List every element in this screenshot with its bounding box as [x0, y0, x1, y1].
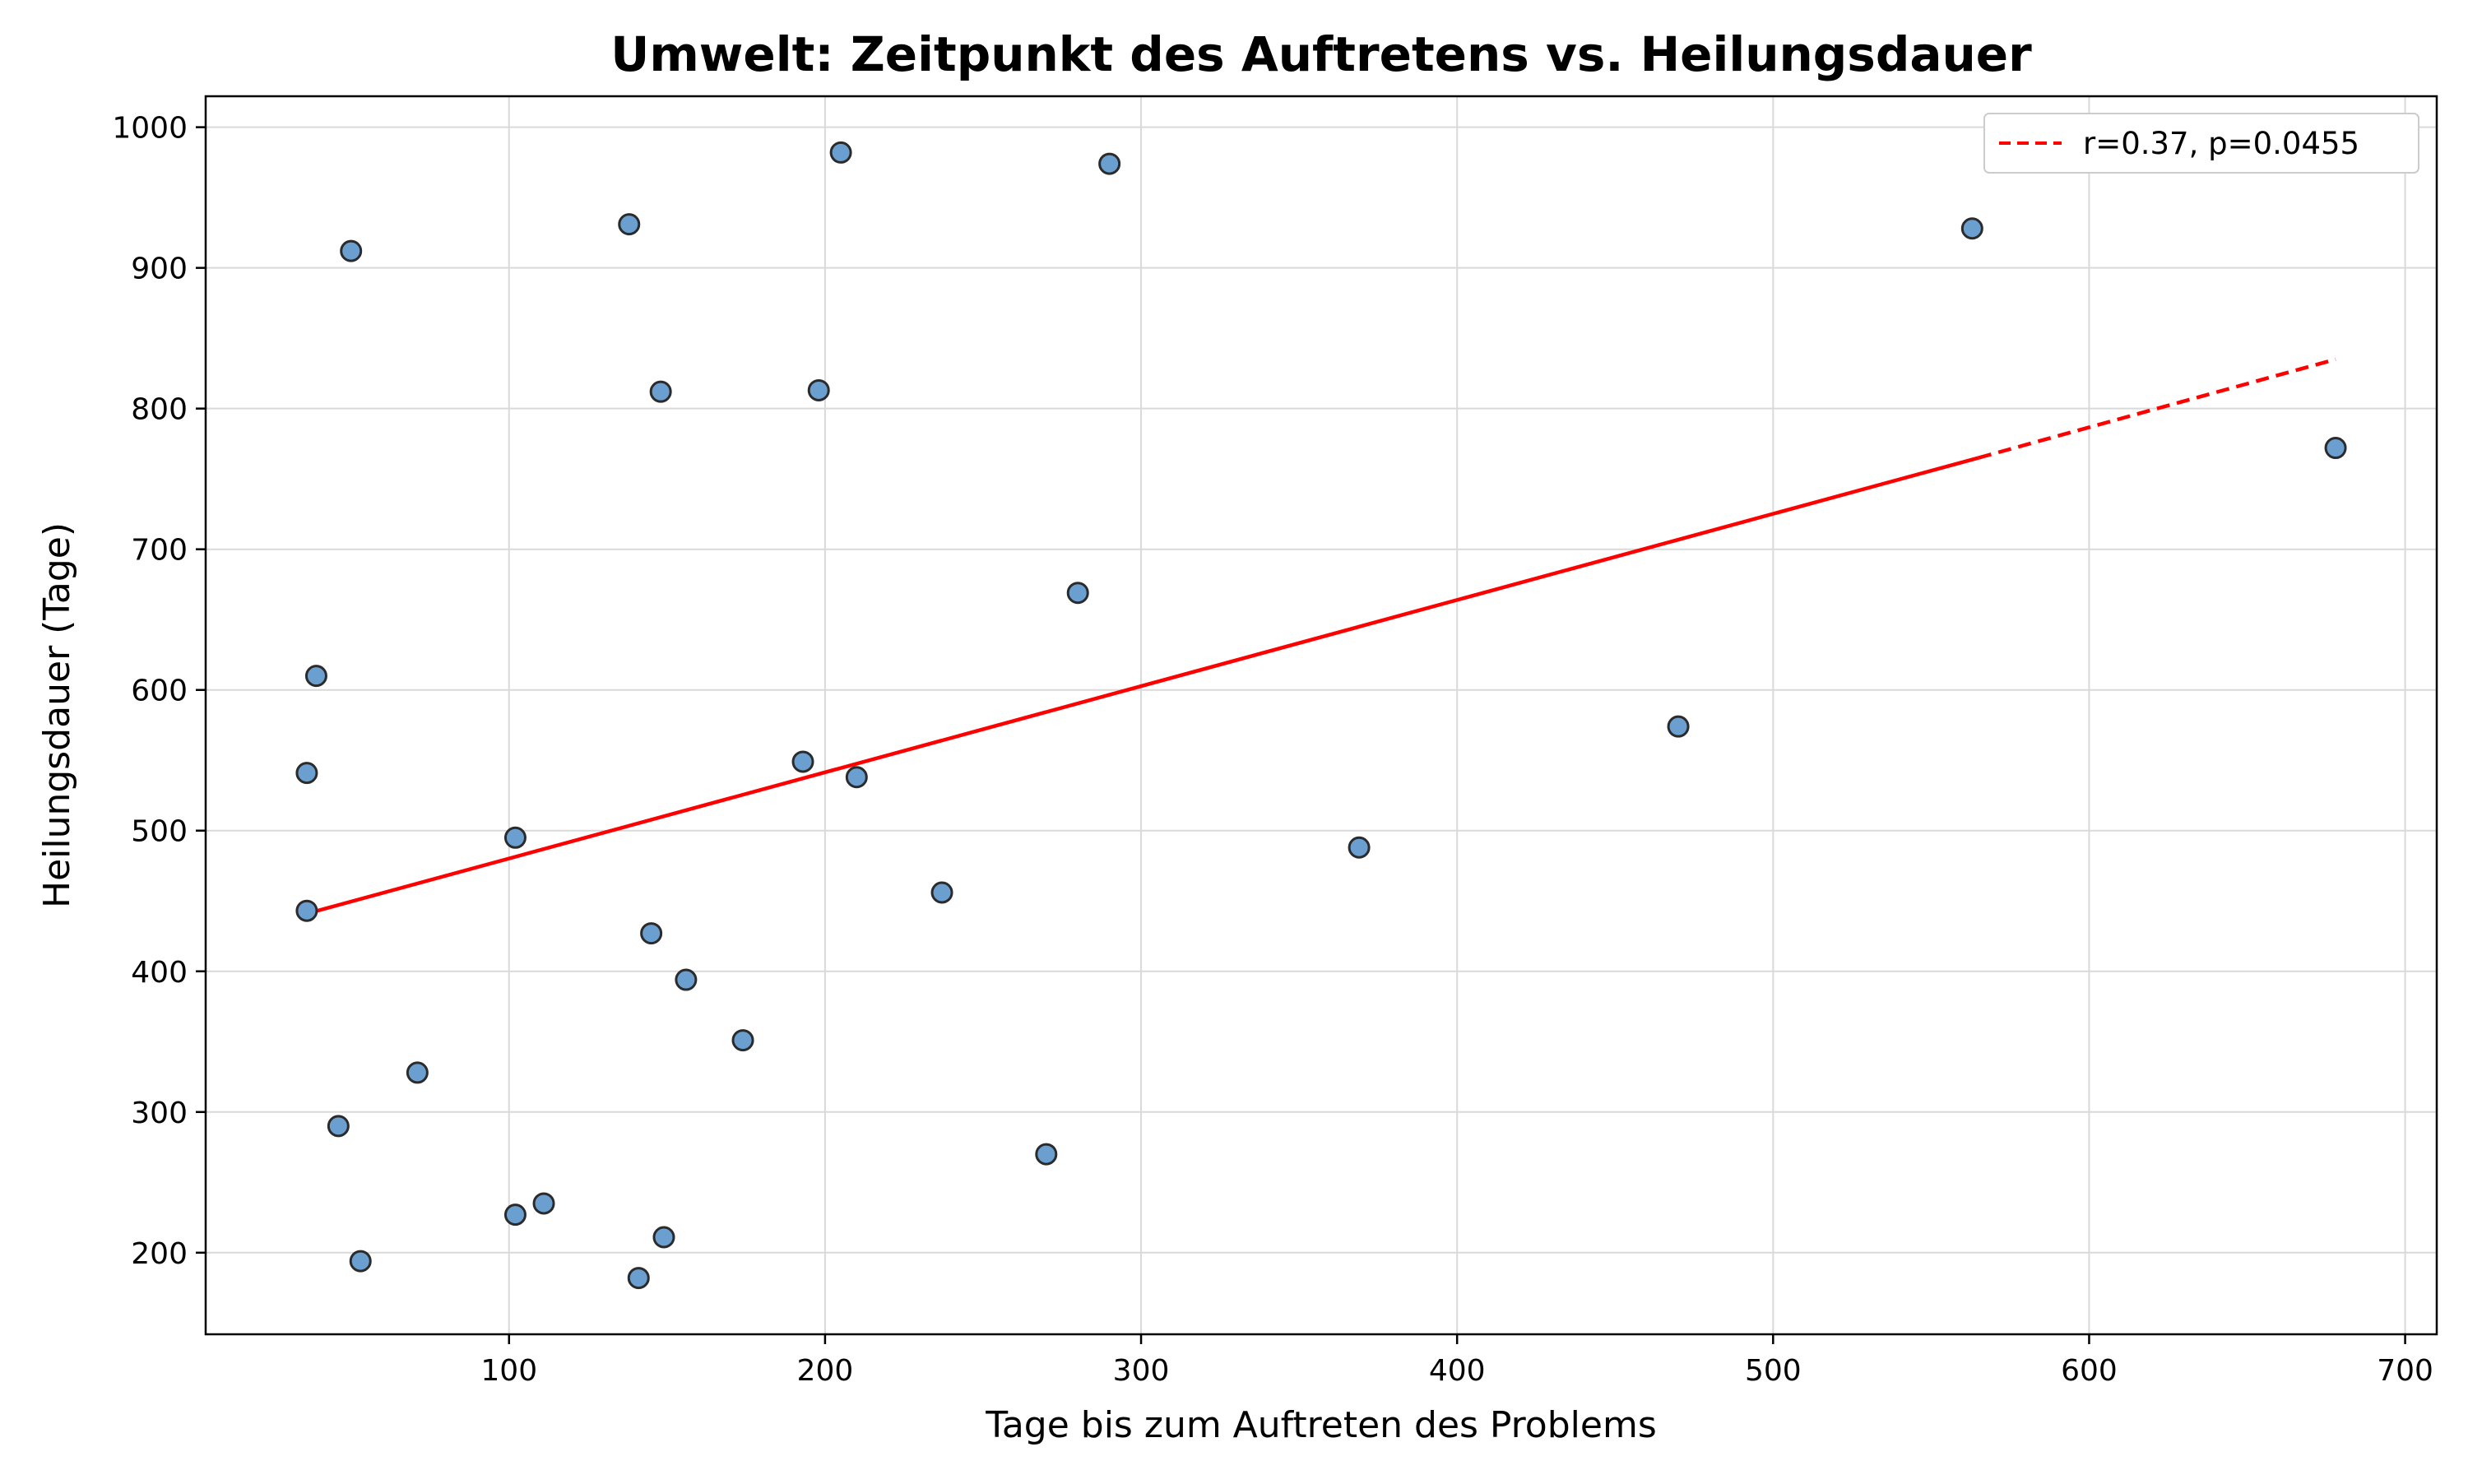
y-tick-label: 500	[131, 815, 188, 849]
data-point	[829, 141, 852, 164]
data-point	[503, 1203, 527, 1227]
data-point	[406, 1061, 429, 1084]
y-tick-label: 600	[131, 675, 188, 708]
data-point	[503, 826, 527, 849]
y-tick-label: 700	[131, 534, 188, 568]
data-point	[618, 213, 641, 236]
data-point	[327, 1115, 350, 1138]
y-axis-label: Heilungsdauer (Tage)	[36, 522, 78, 908]
x-tick-label: 500	[1745, 1354, 1802, 1388]
chart-title: Umwelt: Zeitpunkt des Auftretens vs. Hei…	[610, 26, 2032, 82]
y-tick-label: 800	[131, 393, 188, 427]
data-point	[845, 766, 868, 789]
data-point	[627, 1267, 650, 1290]
data-point	[807, 378, 830, 401]
x-tick-label: 400	[1429, 1354, 1486, 1388]
legend-label: r=0.37, p=0.0455	[2083, 126, 2359, 161]
data-point	[532, 1192, 555, 1215]
data-point	[930, 881, 953, 904]
data-point	[1667, 715, 1690, 738]
x-tick-label: 300	[1113, 1354, 1170, 1388]
y-tick-label: 900	[131, 253, 188, 286]
data-point	[675, 968, 698, 991]
x-tick-label: 600	[2061, 1354, 2118, 1388]
y-tick-label: 400	[131, 956, 188, 990]
data-point	[295, 762, 318, 785]
data-point	[649, 380, 672, 403]
data-point	[1066, 582, 1089, 605]
data-point	[340, 239, 363, 262]
x-tick-label: 700	[2377, 1354, 2433, 1388]
x-axis-label: Tage bis zum Auftreten des Problems	[985, 1404, 1657, 1446]
legend: r=0.37, p=0.0455	[1983, 113, 2419, 174]
data-point	[295, 899, 318, 922]
plot-frame	[204, 95, 2438, 1336]
trend-line-solid	[306, 456, 1979, 916]
grid-layer	[206, 96, 2437, 1334]
y-tick-label: 1000	[112, 112, 188, 146]
data-point	[1035, 1143, 1058, 1166]
trend-line-dashed	[1978, 357, 2336, 460]
data-point	[1098, 152, 1121, 175]
y-tick-label: 200	[131, 1237, 188, 1271]
data-point	[791, 750, 814, 773]
data-point	[349, 1250, 372, 1273]
x-tick-label: 200	[797, 1354, 854, 1388]
data-point	[652, 1226, 675, 1249]
data-point	[640, 922, 663, 945]
trend-layer	[306, 357, 2336, 916]
data-point	[1348, 836, 1371, 859]
legend-box	[1983, 113, 2419, 174]
data-point	[2324, 437, 2347, 460]
y-tick-label: 300	[131, 1097, 188, 1130]
data-point	[1960, 217, 1983, 240]
data-point	[731, 1029, 754, 1052]
point-layer	[295, 141, 2347, 1290]
data-point	[304, 665, 327, 688]
x-tick-label: 100	[480, 1354, 537, 1388]
tick-layer: 100 200 300 400 500 600 700 200 300 400 500 600 700 8…	[112, 112, 2433, 1388]
